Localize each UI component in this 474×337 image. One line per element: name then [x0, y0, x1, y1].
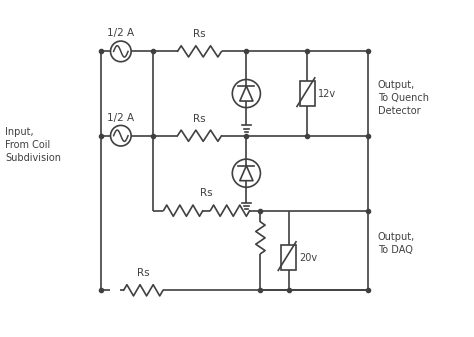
Bar: [300, 81, 315, 106]
Text: Rs: Rs: [193, 29, 206, 39]
Text: Rs: Rs: [200, 188, 213, 198]
Bar: [281, 245, 296, 270]
Text: 20v: 20v: [299, 252, 318, 263]
Text: Input,
From Coil
Subdivision: Input, From Coil Subdivision: [5, 127, 61, 163]
Text: Output,
To DAQ: Output, To DAQ: [377, 232, 415, 255]
Text: 1/2 A: 1/2 A: [107, 28, 135, 38]
Text: Output,
To Quench
Detector: Output, To Quench Detector: [377, 80, 428, 116]
Text: 1/2 A: 1/2 A: [107, 113, 135, 123]
Text: Rs: Rs: [137, 268, 150, 278]
Text: 12v: 12v: [318, 89, 336, 98]
Text: Rs: Rs: [193, 114, 206, 124]
